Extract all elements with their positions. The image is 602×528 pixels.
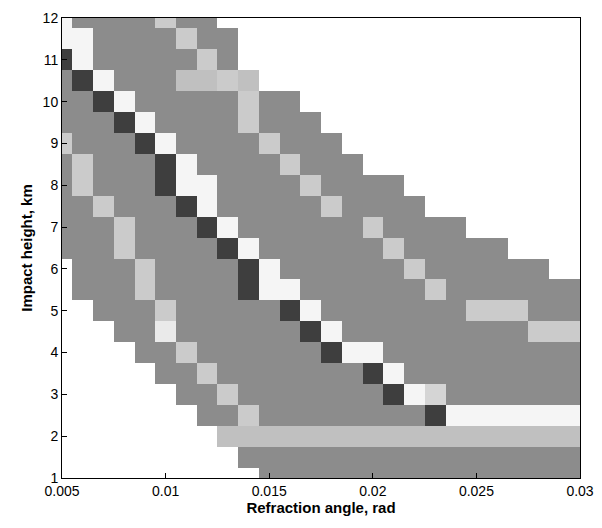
svg-text:10: 10: [43, 94, 59, 110]
svg-text:0.02: 0.02: [359, 483, 386, 499]
svg-text:Refraction angle, rad: Refraction angle, rad: [246, 499, 395, 516]
svg-text:12: 12: [43, 10, 59, 26]
svg-text:6: 6: [50, 261, 58, 277]
svg-text:2: 2: [50, 428, 58, 444]
svg-text:5: 5: [50, 303, 58, 319]
svg-text:0.03: 0.03: [566, 483, 593, 499]
svg-text:1: 1: [50, 470, 58, 486]
svg-text:0.025: 0.025: [459, 483, 494, 499]
svg-text:8: 8: [50, 177, 58, 193]
svg-text:11: 11: [44, 52, 59, 68]
svg-text:4: 4: [50, 344, 58, 360]
svg-text:Impact height, km: Impact height, km: [18, 184, 35, 312]
svg-text:0.01: 0.01: [152, 483, 179, 499]
svg-text:3: 3: [50, 386, 58, 402]
svg-text:7: 7: [50, 219, 58, 235]
svg-text:0.005: 0.005: [44, 483, 79, 499]
svg-text:9: 9: [50, 135, 58, 151]
svg-text:0.015: 0.015: [252, 483, 287, 499]
